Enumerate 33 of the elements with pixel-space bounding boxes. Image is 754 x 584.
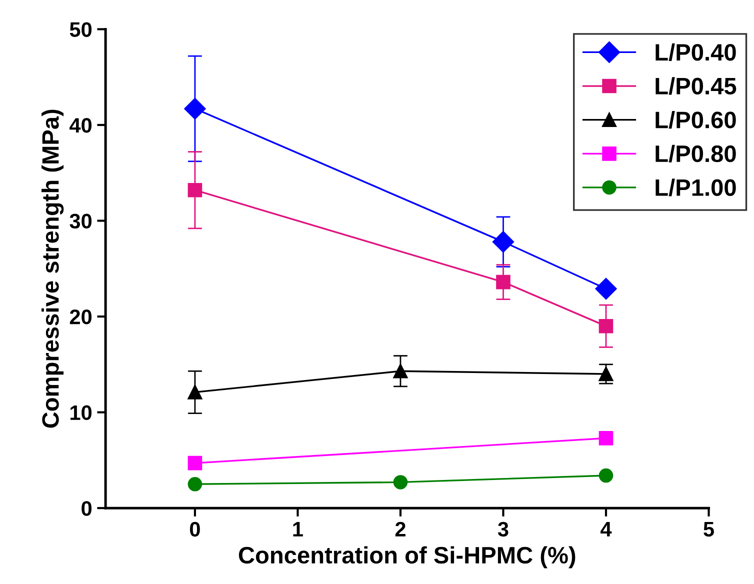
point [492, 231, 514, 253]
point [496, 274, 510, 290]
point [598, 468, 614, 483]
point [598, 318, 614, 334]
point [598, 366, 614, 382]
point [188, 476, 202, 492]
y-tick-label: 40 [70, 118, 92, 133]
point [393, 475, 408, 490]
legend-label: L/P0.60 [656, 111, 736, 129]
point [188, 385, 202, 400]
legend-label: L/P1.00 [656, 178, 736, 196]
y-tick-label: 0 [82, 501, 92, 516]
point [188, 456, 202, 470]
x-tick-label: 3 [498, 522, 508, 537]
point [393, 364, 408, 378]
x-tick-label: 4 [600, 522, 612, 536]
x-axis-title: Concentration of Si-HPMC (%) [238, 546, 576, 568]
legend-label: L/P0.80 [656, 144, 736, 162]
y-axis-title: Compressive strength (MPa) [42, 110, 64, 428]
point [188, 182, 202, 198]
x-tick-label: 5 [704, 522, 714, 537]
y-tick-label: 20 [70, 310, 92, 324]
point [184, 98, 206, 120]
point [598, 431, 614, 446]
legend-label: L/P0.40 [656, 43, 736, 61]
y-tick-label: 10 [70, 405, 92, 420]
point [595, 278, 617, 300]
x-tick-label: 2 [395, 522, 406, 536]
x-tick-label: 0 [190, 522, 200, 537]
legend-label: L/P0.45 [656, 77, 736, 95]
y-tick-label: 30 [70, 214, 92, 229]
y-tick-label: 50 [70, 22, 92, 37]
x-tick-label: 1 [293, 522, 303, 536]
